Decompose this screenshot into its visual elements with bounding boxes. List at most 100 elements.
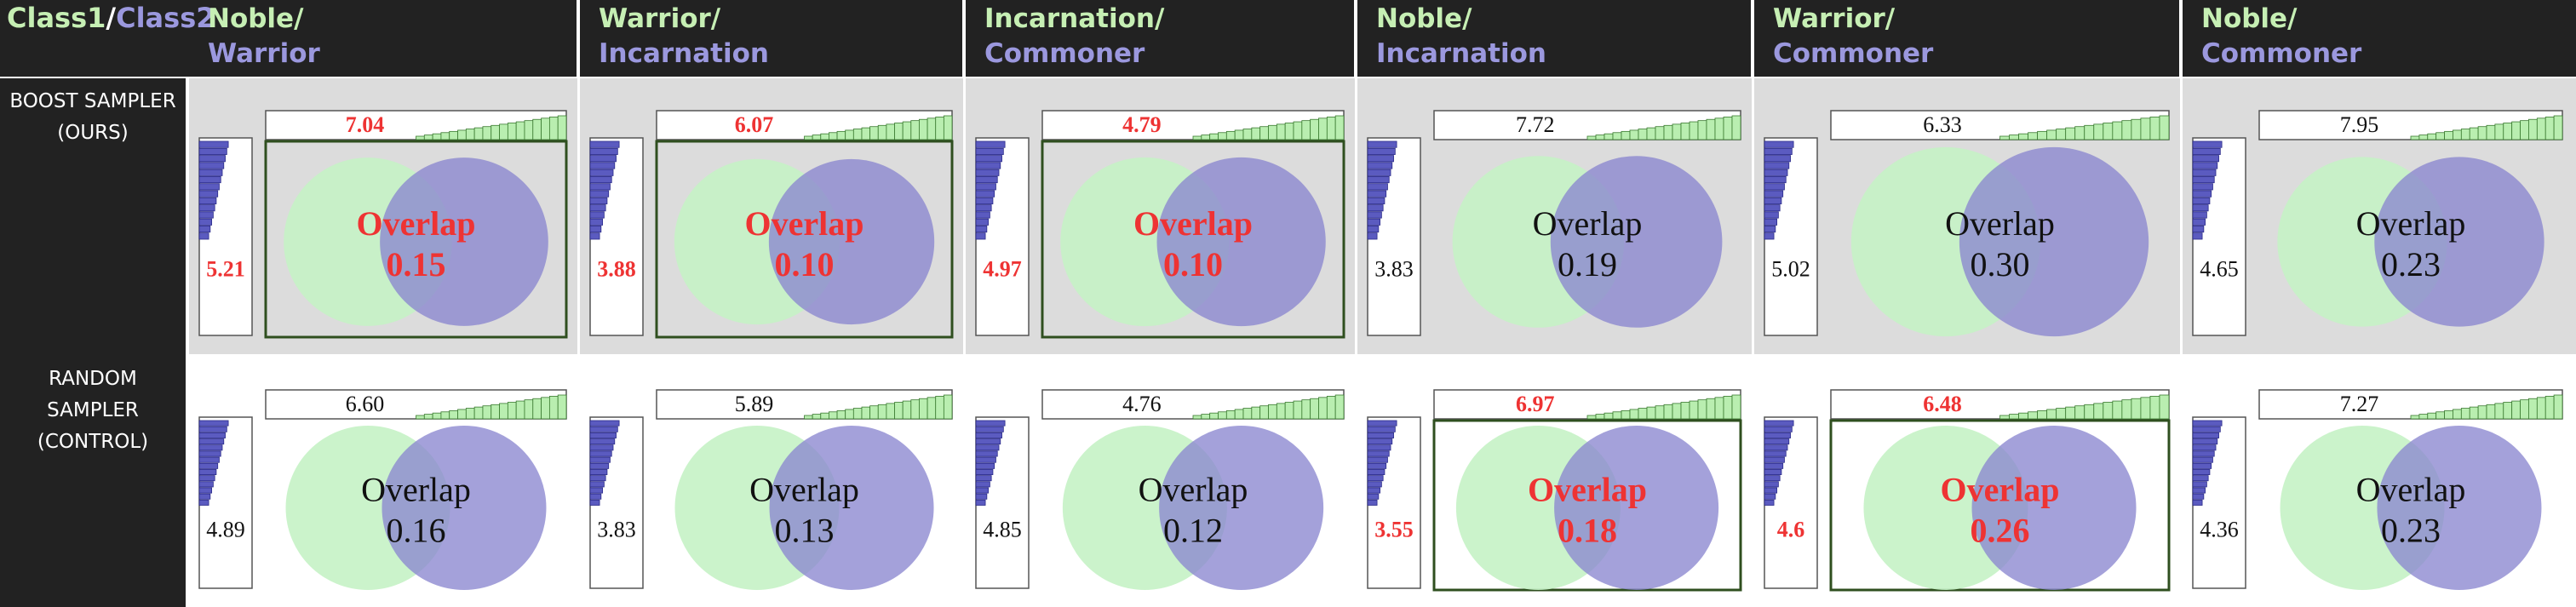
top-histogram-bar	[2511, 121, 2521, 140]
left-histogram-bar	[589, 197, 608, 204]
top-histogram-bar	[2093, 123, 2104, 140]
left-histogram-bar	[198, 475, 215, 482]
top-histogram-bar	[902, 400, 912, 420]
top-histogram-bar	[541, 397, 550, 420]
left-histogram-bar	[1367, 232, 1378, 240]
top-histogram-bar	[1326, 117, 1336, 140]
left-histogram-bar	[589, 232, 600, 240]
left-histogram-bar	[975, 162, 1001, 169]
top-histogram-bar	[1218, 411, 1227, 420]
left-histogram-bar	[2192, 420, 2223, 427]
left-histogram-value: 5.21	[206, 256, 245, 281]
top-histogram-bar	[482, 405, 492, 420]
top-histogram-bar	[2103, 402, 2114, 420]
top-histogram-bar	[515, 400, 525, 420]
left-histogram-bar	[975, 462, 995, 469]
top-histogram-value: 7.27	[2340, 392, 2379, 416]
top-histogram-bar	[457, 129, 467, 140]
highlight-frame	[1432, 419, 1742, 592]
highlight-frame	[1041, 140, 1345, 339]
top-histogram-bar	[2503, 402, 2513, 420]
left-histogram-bar	[975, 481, 990, 488]
left-histogram-value: 4.36	[2200, 518, 2239, 542]
header-divider	[1354, 0, 1357, 77]
top-histogram-bar	[465, 129, 475, 140]
left-histogram-bar	[589, 169, 614, 176]
left-histogram-bar	[589, 475, 606, 482]
column-class1-label: Warrior/	[1773, 3, 1896, 34]
top-histogram-bar	[829, 411, 838, 420]
column-divider	[1355, 358, 1357, 607]
corner-class1: Class1	[7, 2, 106, 34]
highlight-frame	[264, 140, 568, 339]
left-histogram-bar	[198, 162, 225, 169]
class2-circle	[1159, 426, 1324, 590]
top-histogram-bar	[557, 115, 567, 140]
top-histogram-bar	[829, 132, 838, 140]
row-label-line: RANDOM	[49, 368, 137, 390]
left-histogram-bar	[2192, 169, 2217, 176]
top-histogram-bar	[845, 129, 854, 140]
left-histogram-bar	[2192, 493, 2205, 500]
left-histogram-bar	[589, 499, 600, 506]
overlap-value: 0.30	[1971, 245, 2030, 283]
column-class1-label: Warrior/	[599, 3, 721, 34]
top-histogram-bar	[836, 130, 846, 140]
left-histogram-bar	[589, 420, 620, 427]
top-histogram-bar	[1612, 132, 1622, 140]
left-histogram-bar	[1764, 169, 1788, 176]
left-histogram-bar	[2192, 197, 2211, 204]
top-histogram-bar	[1723, 396, 1733, 420]
top-histogram-bar	[1999, 135, 2010, 140]
top-histogram-bar	[2544, 117, 2555, 140]
top-histogram-bar	[2121, 120, 2132, 140]
left-histogram-value: 3.83	[597, 518, 636, 542]
class2-circle	[1554, 426, 1719, 590]
left-histogram-bar	[2192, 462, 2212, 469]
top-histogram-bar	[2460, 129, 2470, 140]
left-histogram-bar	[1764, 232, 1775, 240]
class2-circle	[1550, 156, 1723, 328]
top-histogram-bar	[2131, 398, 2142, 420]
top-histogram-bar	[1301, 399, 1311, 420]
top-histogram-bar	[2520, 399, 2529, 420]
left-histogram-bar	[198, 226, 211, 233]
column-divider	[1752, 358, 1754, 607]
left-histogram-value: 4.89	[206, 518, 245, 542]
left-histogram-bar	[975, 420, 1006, 427]
left-histogram-bar	[1367, 197, 1386, 204]
top-histogram-bar	[1663, 404, 1673, 420]
left-histogram-bar	[975, 475, 992, 482]
left-histogram-bar	[975, 438, 1001, 445]
top-histogram-bar	[541, 117, 550, 140]
top-histogram-bar	[2520, 120, 2529, 140]
top-histogram-bar	[943, 115, 953, 140]
left-histogram-bar	[198, 450, 221, 457]
top-histogram-bar	[2435, 411, 2445, 420]
left-histogram-bar	[2192, 444, 2217, 451]
left-histogram-bar	[1367, 218, 1381, 226]
top-histogram-bar	[1999, 415, 2010, 420]
overlap-label: Overlap	[749, 471, 859, 509]
top-histogram-bar	[1334, 115, 1345, 140]
left-histogram-bar	[1764, 204, 1781, 212]
header-divider	[1751, 0, 1754, 77]
left-histogram-bar	[198, 147, 227, 155]
left-histogram-bar	[1367, 475, 1384, 482]
left-histogram-bar	[198, 190, 219, 198]
left-histogram-bar	[2192, 499, 2203, 506]
overlap-label: Overlap	[357, 204, 476, 243]
left-histogram-bar	[975, 232, 986, 240]
row-boost-sampler: BOOST SAMPLER(OURS) 7.045.21Overlap0.156.…	[9, 78, 2576, 354]
top-histogram-bar	[2553, 115, 2563, 140]
overlap-value: 0.10	[775, 245, 835, 283]
overlap-value: 0.12	[1163, 512, 1223, 550]
top-histogram-bar	[1301, 120, 1311, 140]
top-histogram-bar	[1621, 409, 1631, 420]
top-histogram-bar	[2028, 132, 2039, 140]
class2-circle	[1971, 426, 2137, 590]
left-histogram-bar	[975, 426, 1004, 432]
left-histogram-bar	[2192, 456, 2213, 463]
